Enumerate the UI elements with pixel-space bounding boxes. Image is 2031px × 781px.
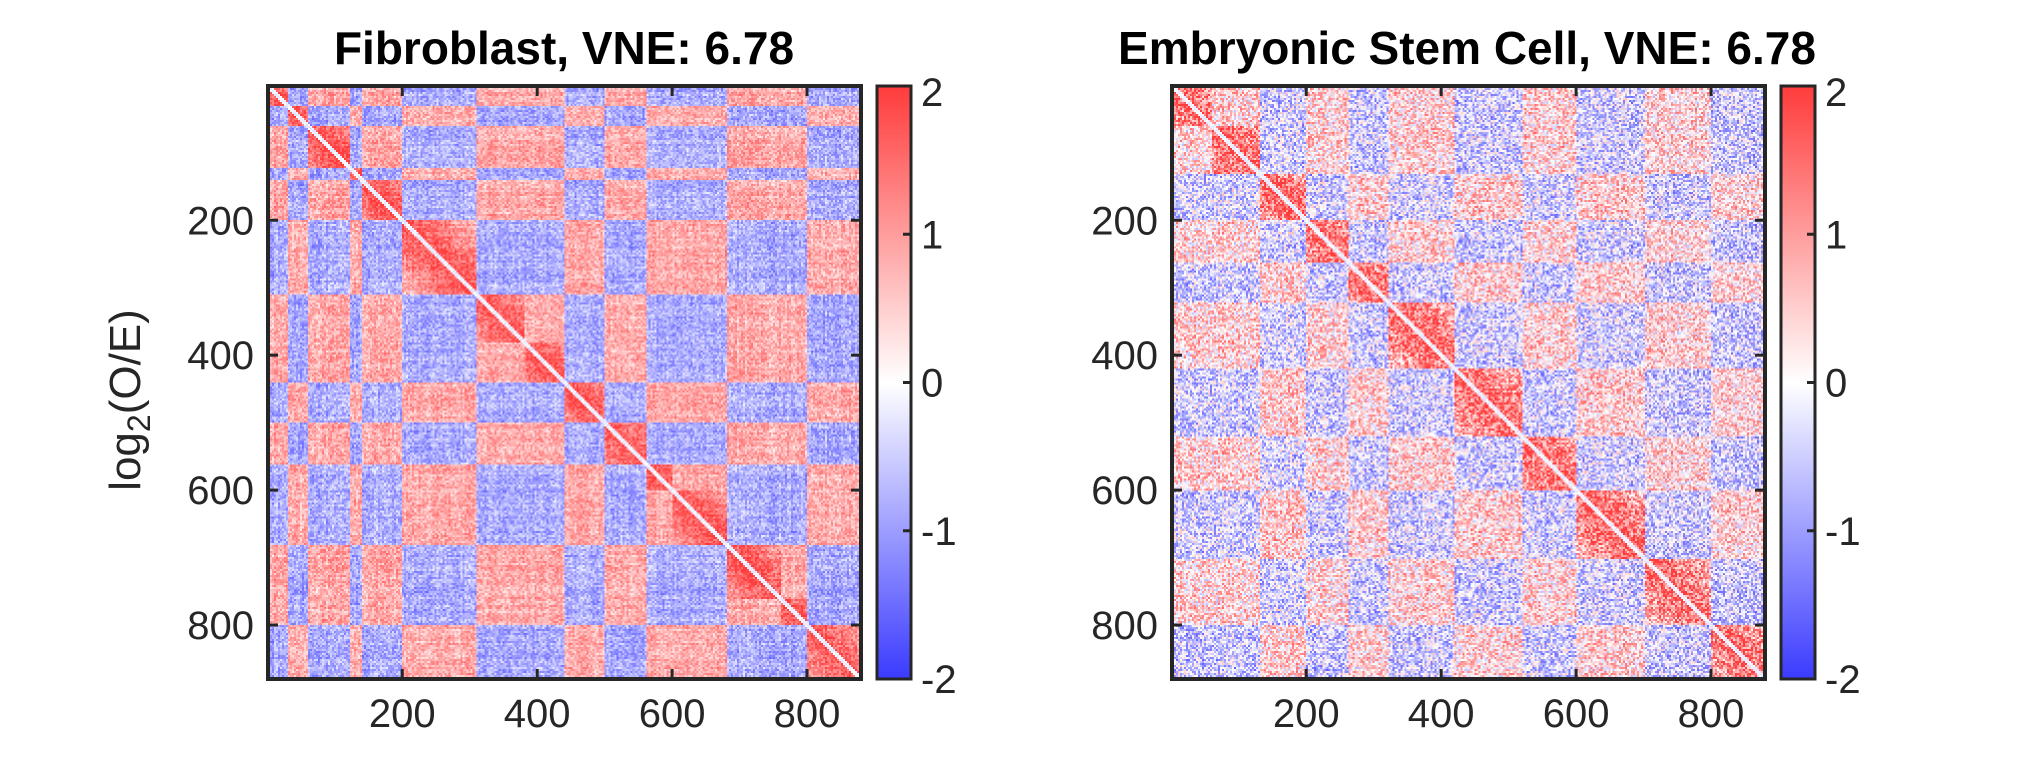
colorbar-tick-label: 1 <box>921 213 943 257</box>
colorbar-tick-label: 2 <box>1825 71 1847 115</box>
x-tick-label: 400 <box>1408 692 1475 736</box>
colorbar-tick-label: 1 <box>1825 213 1847 257</box>
y-tick-label: 400 <box>187 334 254 378</box>
x-tick-label: 200 <box>1273 692 1340 736</box>
x-tick-label: 400 <box>504 692 571 736</box>
y-tick-label: 200 <box>1091 199 1158 243</box>
x-tick-label: 800 <box>774 692 841 736</box>
colorbar-tick-label: -1 <box>921 510 957 554</box>
heatmap-area <box>268 86 861 679</box>
colorbar-tick-label: -1 <box>1825 510 1861 554</box>
plot-frame <box>1170 84 1767 681</box>
plot-frame <box>266 84 863 681</box>
y-tick-label: 800 <box>1091 604 1158 648</box>
colorbar-tick-label: 0 <box>1825 362 1847 406</box>
x-tick-label: 600 <box>1543 692 1610 736</box>
colorbar-tick-label: -2 <box>921 658 957 702</box>
x-tick-label: 200 <box>369 692 436 736</box>
y-tick-label: 800 <box>187 604 254 648</box>
heatmap-canvas <box>1172 86 1765 679</box>
colorbar-ticks: 2 1 0 -1 -2 <box>1807 71 1861 702</box>
panel-fibroblast: Fibroblast, VNE: 6.78 log2(O/E) 200 400 60… <box>101 22 957 736</box>
y-tick-label: 200 <box>187 199 254 243</box>
y-tick-label: 600 <box>1091 469 1158 513</box>
colorbar-ticks: 2 1 0 -1 -2 <box>903 71 957 702</box>
x-tick-label: 800 <box>1678 692 1745 736</box>
axis-ticks: 200 400 600 800 200 400 600 800 <box>1091 86 1765 736</box>
x-tick-label: 600 <box>639 692 706 736</box>
colorbar-tick-label: -2 <box>1825 658 1861 702</box>
y-tick-label: 600 <box>187 469 254 513</box>
chart-title: Fibroblast, VNE: 6.78 <box>334 22 794 74</box>
y-tick-label: 400 <box>1091 334 1158 378</box>
heatmap-area <box>1172 86 1765 679</box>
chart-title: Embryonic Stem Cell, VNE: 6.78 <box>1118 22 1816 74</box>
colorbar-tick-label: 2 <box>921 71 943 115</box>
y-axis-label: log2(O/E) <box>101 309 157 491</box>
heatmap-canvas <box>268 86 861 679</box>
axis-ticks: 200 400 600 800 200 400 600 800 <box>187 86 861 736</box>
colorbar-tick-label: 0 <box>921 362 943 406</box>
panel-embryonic-stem-cell: Embryonic Stem Cell, VNE: 6.78 200 400 600… <box>1091 22 1860 736</box>
